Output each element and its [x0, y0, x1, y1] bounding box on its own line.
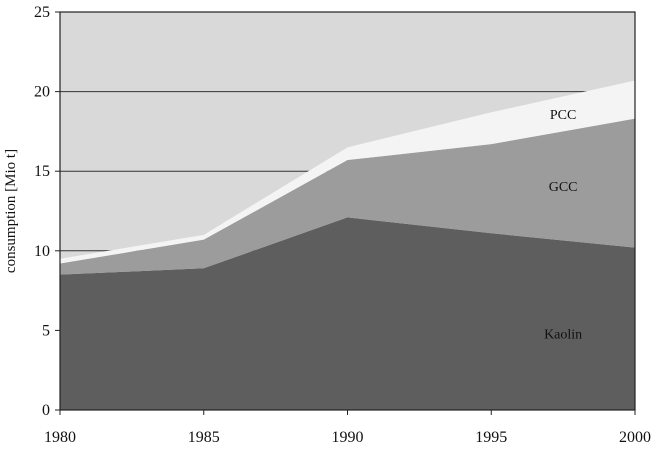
y-tick-label: 10 [34, 243, 50, 260]
y-tick-label: 5 [42, 322, 50, 339]
x-axis: 1980 1985 1990 1995 2000 [44, 410, 651, 446]
area-gcc [60, 118, 635, 275]
y-tick-label: 0 [42, 402, 50, 419]
y-tick-label: 15 [34, 163, 50, 180]
x-tick-label: 1990 [332, 429, 364, 446]
area-series-group [60, 80, 635, 410]
y-axis: 0 5 10 15 20 25 [34, 4, 60, 419]
y-tick-label: 25 [34, 4, 50, 21]
area-kaolin [60, 217, 635, 410]
series-label-gcc: GCC [549, 180, 578, 195]
x-tick-label: 1985 [188, 429, 220, 446]
y-axis-title: consumption [Mio t] [3, 149, 19, 273]
x-tick-label: 1980 [44, 429, 76, 446]
series-label-kaolin: Kaolin [544, 328, 582, 343]
area-pcc [60, 80, 635, 264]
series-labels: Kaolin GCC PCC [544, 108, 582, 343]
y-tick-label: 20 [34, 84, 50, 101]
series-label-pcc: PCC [550, 108, 576, 123]
x-tick-label: 2000 [619, 429, 651, 446]
x-tick-label: 1995 [475, 429, 507, 446]
